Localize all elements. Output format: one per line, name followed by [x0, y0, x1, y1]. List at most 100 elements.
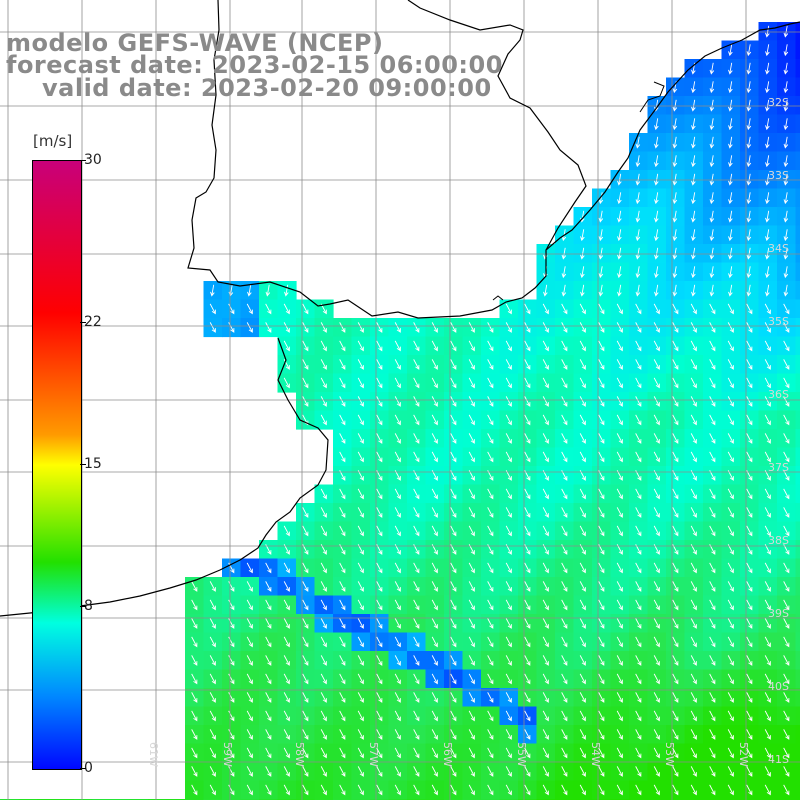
wind-arrow	[265, 322, 272, 333]
wind-arrow	[376, 433, 383, 444]
wind-arrow	[709, 488, 716, 500]
wind-arrow	[524, 396, 531, 407]
wind-arrow	[357, 581, 364, 592]
wind-arrow	[376, 673, 383, 685]
wind-arrow	[783, 655, 790, 666]
wind-arrow	[709, 729, 716, 740]
wind-arrow	[209, 784, 216, 796]
wind-arrow	[765, 136, 770, 149]
wind-arrow	[357, 340, 364, 352]
wind-arrow	[394, 488, 401, 500]
wind-arrow	[746, 99, 752, 112]
wind-arrow	[431, 488, 438, 500]
wind-arrow	[783, 25, 789, 38]
wind-arrow	[468, 692, 475, 703]
wind-arrow	[265, 581, 272, 592]
wind-arrow	[746, 62, 752, 75]
latitude-label: 35S	[768, 315, 789, 328]
wind-arrow	[672, 192, 678, 205]
wind-arrow	[357, 414, 364, 426]
wind-arrow	[376, 784, 383, 796]
wind-arrow	[376, 618, 383, 629]
wind-arrow	[468, 710, 475, 722]
wind-arrow	[561, 507, 568, 518]
wind-arrow	[616, 433, 623, 444]
wind-cell	[795, 170, 800, 190]
wind-arrow	[598, 340, 605, 352]
wind-arrow	[672, 173, 678, 186]
wind-arrow	[672, 322, 679, 333]
wind-arrow	[765, 99, 770, 112]
wind-arrow	[690, 618, 697, 629]
wind-arrow	[635, 377, 642, 389]
wind-arrow	[357, 507, 364, 518]
wind-arrow	[691, 136, 696, 149]
wind-arrow	[542, 729, 549, 740]
wind-arrow	[654, 284, 659, 297]
longitude-label: 56W	[441, 742, 454, 767]
wind-arrow	[542, 747, 549, 759]
wind-arrow	[505, 414, 512, 426]
wind-arrow	[746, 636, 753, 648]
wind-arrow	[191, 673, 198, 685]
wind-arrow	[357, 396, 364, 407]
wind-arrow	[265, 710, 272, 722]
wind-arrow	[468, 618, 475, 629]
wind-arrow	[431, 525, 438, 537]
wind-arrow	[690, 784, 697, 796]
wind-arrow	[505, 359, 512, 370]
wind-arrow	[746, 322, 753, 333]
wind-arrow	[394, 340, 401, 352]
wind-cell	[795, 225, 800, 245]
wind-arrow	[672, 673, 679, 685]
wind-arrow	[376, 729, 383, 740]
wind-arrow	[690, 507, 697, 518]
wind-arrow	[357, 784, 364, 796]
wind-arrow	[709, 747, 716, 759]
wind-arrow	[505, 729, 512, 740]
wind-arrow	[783, 729, 790, 740]
wind-arrow	[709, 303, 716, 315]
wind-arrow	[764, 692, 771, 703]
wind-arrow	[283, 655, 290, 666]
colorbar-unit: [m/s]	[33, 132, 73, 150]
wind-arrow	[561, 692, 568, 703]
wind-arrow	[746, 396, 753, 407]
wind-arrow	[653, 507, 660, 518]
wind-arrow	[727, 673, 734, 685]
colorbar-tick-label: 8	[84, 597, 93, 614]
wind-cell	[795, 244, 800, 264]
wind-arrow	[709, 599, 716, 611]
wind-arrow	[635, 729, 642, 740]
wind-arrow	[727, 322, 734, 333]
wind-arrow	[727, 451, 734, 463]
wind-arrow	[709, 766, 716, 777]
wind-arrow	[487, 451, 494, 463]
wind-arrow	[413, 507, 420, 518]
wind-cell	[795, 614, 800, 634]
wind-cell	[795, 59, 800, 79]
wind-arrow	[580, 247, 585, 260]
wind-arrow	[339, 377, 346, 389]
wind-cell	[795, 40, 800, 60]
wind-cell	[795, 22, 800, 42]
wind-arrow	[709, 192, 715, 205]
wind-arrow	[542, 618, 549, 629]
wind-arrow	[339, 433, 346, 444]
wind-arrow	[524, 710, 531, 722]
wind-arrow	[339, 525, 346, 537]
wind-arrow	[672, 507, 679, 518]
wind-arrow	[431, 507, 438, 518]
wind-arrow	[579, 729, 586, 740]
wind-arrow	[265, 766, 272, 777]
wind-arrow	[302, 729, 309, 740]
wind-arrow	[709, 247, 715, 260]
wind-arrow	[505, 433, 512, 444]
wind-arrow	[468, 396, 475, 407]
wind-arrow	[783, 210, 789, 223]
wind-arrow	[431, 322, 438, 333]
wind-arrow	[783, 155, 789, 168]
wind-arrow	[579, 618, 586, 629]
wind-arrow	[524, 636, 531, 648]
colorbar-tick-mark	[80, 464, 86, 465]
